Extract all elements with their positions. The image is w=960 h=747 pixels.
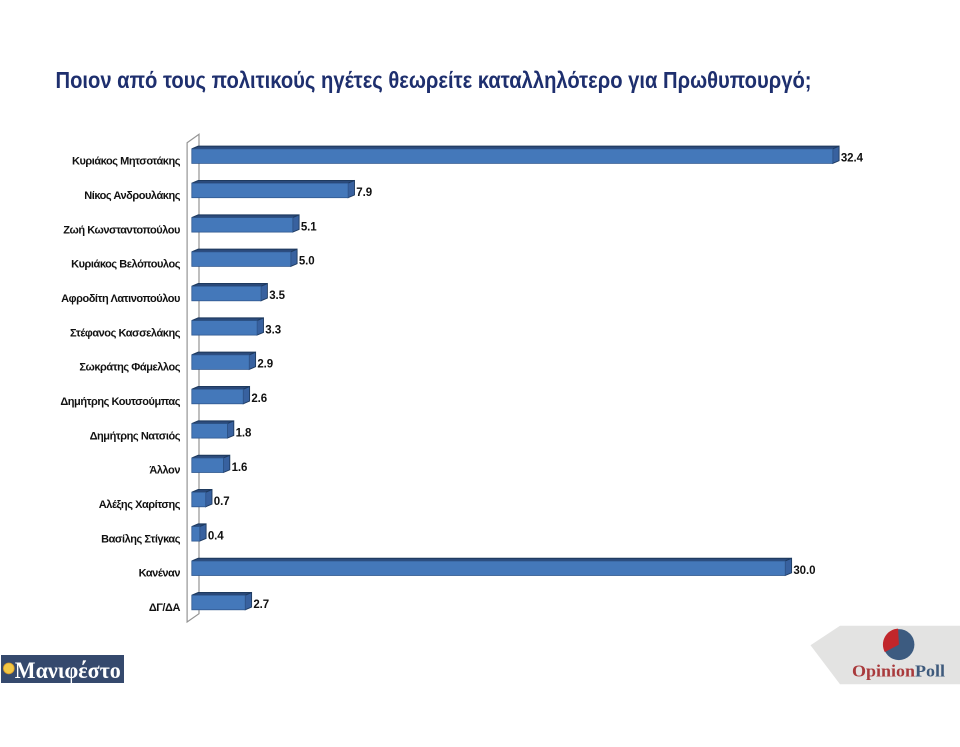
svg-text:32.4: 32.4 <box>841 153 864 165</box>
svg-text:2.6: 2.6 <box>251 393 267 405</box>
svg-text:Ζωή Κωνσταντοπούλου: Ζωή Κωνσταντοπούλου <box>63 224 180 236</box>
svg-text:Δημήτρης Κουτσούμπας: Δημήτρης Κουτσούμπας <box>60 396 180 408</box>
svg-text:5.0: 5.0 <box>299 256 315 268</box>
svg-text:0.4: 0.4 <box>208 530 224 542</box>
svg-text:Μανιφέστο: Μανιφέστο <box>15 658 121 684</box>
svg-text:5.1: 5.1 <box>301 221 317 233</box>
svg-text:Άλλον: Άλλον <box>149 465 180 477</box>
svg-text:Ποιον από τους πολιτικούς ηγέτ: Ποιον από τους πολιτικούς ηγέτες θεωρείτ… <box>56 67 812 93</box>
svg-text:Κανέναν: Κανέναν <box>139 568 181 580</box>
svg-text:1.6: 1.6 <box>232 462 248 474</box>
svg-text:Βασίλης Στίγκας: Βασίλης Στίγκας <box>101 533 181 545</box>
svg-text:Αφροδίτη Λατινοπούλου: Αφροδίτη Λατινοπούλου <box>61 293 180 305</box>
svg-text:Σωκράτης Φάμελλος: Σωκράτης Φάμελλος <box>79 362 180 374</box>
svg-text:2.9: 2.9 <box>257 359 273 371</box>
svg-text:Κυριάκος Βελόπουλος: Κυριάκος Βελόπουλος <box>71 259 181 271</box>
svg-text:2.7: 2.7 <box>253 599 269 611</box>
svg-text:Στέφανος Κασσελάκης: Στέφανος Κασσελάκης <box>70 327 181 339</box>
svg-text:30.0: 30.0 <box>793 565 815 577</box>
svg-text:3.3: 3.3 <box>265 324 281 336</box>
svg-text:1.8: 1.8 <box>236 427 252 439</box>
svg-text:ΔΓ/ΔΑ: ΔΓ/ΔΑ <box>149 602 181 614</box>
svg-text:Αλέξης Χαρίτσης: Αλέξης Χαρίτσης <box>99 499 181 511</box>
svg-text:0.7: 0.7 <box>214 496 230 508</box>
svg-text:Δημήτρης Νατσιός: Δημήτρης Νατσιός <box>90 430 181 442</box>
svg-text:Νίκος Ανδρουλάκης: Νίκος Ανδρουλάκης <box>84 190 181 202</box>
svg-text:3.5: 3.5 <box>269 290 285 302</box>
svg-text:7.9: 7.9 <box>356 187 372 199</box>
svg-text:Κυριάκος Μητσοτάκης: Κυριάκος Μητσοτάκης <box>72 156 181 168</box>
